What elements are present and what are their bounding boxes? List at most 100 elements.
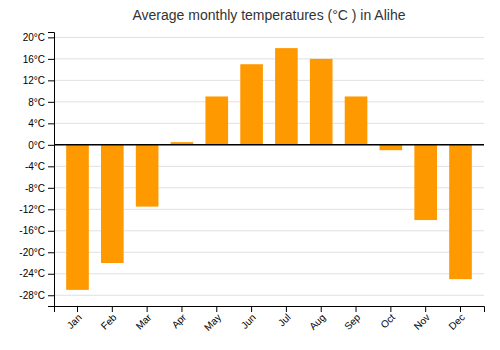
- x-tick: Jul: [276, 306, 293, 328]
- y-tick-mark: [48, 59, 54, 60]
- y-axis: -28°C -24°C -20°C -16°C -12°C -8°C -4°C 0°C 4°C 8…: [19, 32, 54, 306]
- x-tick: Oct: [378, 306, 397, 330]
- x-tick: Aug: [307, 306, 327, 332]
- zero-line: [54, 144, 484, 146]
- x-tick: Feb: [99, 306, 119, 332]
- x-axis-line: [55, 307, 485, 313]
- title: Average monthly temperatures (°C ) in Al…: [132, 7, 405, 23]
- y-tick: -28°C: [19, 290, 54, 301]
- y-tick: -24°C: [19, 268, 54, 279]
- x-tick-mark: [425, 306, 426, 312]
- grid-line: [54, 101, 484, 102]
- bar: [414, 145, 437, 220]
- x-tick-mark: [390, 306, 391, 312]
- x-tick-label: Jul: [276, 312, 293, 329]
- x-tick-mark: [112, 306, 113, 312]
- y-tick-mark: [48, 295, 54, 296]
- x-tick-mark: [460, 306, 461, 312]
- y-tick-mark: [48, 37, 54, 38]
- bar: [380, 145, 403, 150]
- x-tick-mark: [286, 306, 287, 312]
- x-tick-mark: [321, 306, 322, 312]
- bar: [275, 48, 298, 145]
- x-tick-label: Dec: [446, 312, 466, 332]
- x-tick-mark: [216, 306, 217, 312]
- x-axis: Jan Feb Mar Apr May Jun Jul Aug Sep Oct Nov Dec: [55, 306, 485, 333]
- x-tick: Nov: [412, 306, 432, 332]
- x-tick-mark: [251, 306, 252, 312]
- x-tick-label: Mar: [134, 311, 154, 331]
- grid-line: [54, 273, 484, 274]
- y-tick: -4°C: [25, 161, 54, 172]
- x-tick: Mar: [134, 306, 154, 332]
- x-tick-label: Feb: [99, 311, 119, 331]
- bar: [205, 96, 228, 144]
- x-tick-label: Oct: [378, 312, 397, 331]
- bar: [310, 59, 333, 145]
- y-tick-label: -4°C: [25, 161, 45, 172]
- grid-line: [54, 295, 484, 296]
- x-tick-label: May: [202, 312, 223, 333]
- y-tick-mark: [48, 188, 54, 189]
- y-tick-mark: [48, 209, 54, 210]
- x-tick-label: Jun: [239, 312, 258, 331]
- grid-line: [54, 37, 484, 38]
- y-tick: 4°C: [28, 118, 54, 129]
- x-tick-label: Aug: [307, 312, 327, 332]
- y-axis-line: [48, 33, 55, 307]
- grid-line: [54, 58, 484, 59]
- grid-line: [54, 144, 484, 145]
- grid-line: [54, 123, 484, 124]
- y-tick-label: 4°C: [28, 118, 45, 129]
- y-tick-label: -16°C: [19, 225, 45, 236]
- y-tick: 12°C: [23, 75, 54, 86]
- y-tick: 8°C: [28, 97, 54, 108]
- y-tick-mark: [48, 252, 54, 253]
- y-tick-label: 8°C: [28, 97, 45, 108]
- y-tick: -16°C: [19, 225, 54, 236]
- bar: [345, 96, 368, 144]
- bar: [136, 145, 159, 207]
- x-tick-mark: [181, 306, 182, 312]
- y-tick-mark: [48, 166, 54, 167]
- x-tick-label: Apr: [170, 311, 189, 330]
- x-tick: Jan: [65, 306, 84, 331]
- x-tick: May: [202, 306, 223, 333]
- y-tick-mark: [48, 80, 54, 81]
- y-tick-label: -20°C: [19, 247, 45, 258]
- x-tick-label: Jan: [65, 312, 84, 331]
- y-tick: 20°C: [23, 32, 54, 43]
- y-tick-label: 16°C: [23, 54, 45, 65]
- x-tick-label: Sep: [342, 311, 363, 332]
- y-tick-mark: [48, 102, 54, 103]
- y-tick-mark: [48, 123, 54, 124]
- y-tick-label: -12°C: [19, 204, 45, 215]
- y-tick-mark: [48, 145, 54, 146]
- x-tick-mark: [147, 306, 148, 312]
- y-tick-label: 12°C: [23, 75, 45, 86]
- y-tick-mark: [48, 274, 54, 275]
- y-tick-label: -24°C: [19, 268, 45, 279]
- x-tick: Sep: [342, 306, 363, 332]
- y-tick-label: 20°C: [23, 32, 45, 43]
- bar: [240, 64, 263, 145]
- grid-line: [54, 80, 484, 81]
- y-tick-label: -8°C: [25, 183, 45, 194]
- y-tick: 0°C: [28, 140, 54, 151]
- x-tick: Jun: [239, 306, 258, 331]
- x-tick-mark: [356, 306, 357, 312]
- grid: [54, 37, 484, 295]
- y-tick-mark: [48, 231, 54, 232]
- y-tick: -20°C: [19, 247, 54, 258]
- x-tick-label: Nov: [412, 312, 432, 332]
- x-tick: Dec: [446, 306, 466, 332]
- y-tick: 16°C: [23, 54, 54, 65]
- bar: [101, 145, 124, 263]
- bar: [449, 145, 472, 279]
- plot: -28°C -24°C -20°C -16°C -12°C -8°C -4°C 0°C 4°C 8…: [19, 32, 484, 333]
- y-tick: -8°C: [25, 183, 54, 194]
- y-tick: -12°C: [19, 204, 54, 215]
- x-tick-mark: [77, 306, 78, 312]
- y-tick-label: 0°C: [28, 140, 45, 151]
- bar: [66, 145, 89, 290]
